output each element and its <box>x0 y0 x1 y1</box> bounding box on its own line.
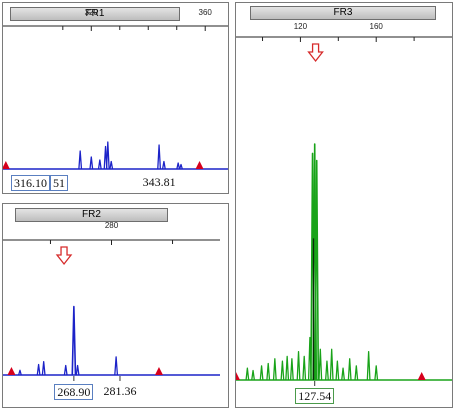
fr2-size-marker-icon <box>7 367 16 375</box>
fr1-peak <box>105 141 110 170</box>
fr3-electropherogram: 120 160 <box>236 22 452 386</box>
fr2-electropherogram: 280 <box>3 221 220 381</box>
fr1-peak <box>157 144 162 170</box>
fr3-tick-label: 160 <box>370 22 384 31</box>
fr2-size-marker-icon <box>154 367 163 375</box>
fr3-peak <box>302 355 307 381</box>
fr3-peak <box>296 351 301 381</box>
fr3-size-marker-icon <box>417 372 426 380</box>
fr3-peak <box>324 360 329 381</box>
fr3-size-marker-icon <box>236 372 240 380</box>
fr3-peak <box>335 360 340 381</box>
fr3-peak <box>272 358 277 381</box>
fr3-peak <box>285 355 290 381</box>
fr3-peak <box>266 362 271 381</box>
fr2-size-label: 281.36 <box>103 384 137 398</box>
fr3-peak <box>314 159 320 381</box>
fr2-peak <box>18 369 22 376</box>
fr1-size-label: 316.10 <box>11 175 50 191</box>
fr1-size-label: 51 <box>50 175 68 191</box>
fr1-peak <box>89 156 94 170</box>
fr1-size-marker-icon <box>3 161 10 169</box>
fr2-title: FR2 <box>15 208 168 222</box>
fr2-tick-label: 280 <box>105 221 119 230</box>
fr3-tick-label: 120 <box>294 22 308 31</box>
fr3-peak <box>280 360 285 381</box>
fr2-peak <box>75 364 80 376</box>
fr1-peak <box>97 159 102 170</box>
fr3-peak <box>374 365 379 381</box>
fr2-size-label: 268.90 <box>54 384 94 400</box>
fr1-peak <box>179 163 183 170</box>
fr1-peak <box>176 162 181 170</box>
fr2-peak <box>71 305 77 376</box>
fr3-peak <box>318 348 323 381</box>
fr2-peak <box>114 356 119 376</box>
fr3-peak <box>259 365 264 381</box>
fr3-down-arrow-icon <box>307 43 324 63</box>
fr1-title: FR1 <box>10 7 180 21</box>
fr1-panel: FR1 320 360 316.10 51 343.81 <box>2 2 229 194</box>
fr3-peak <box>329 348 334 381</box>
fr1-size-marker-icon <box>195 161 204 169</box>
fr1-peak <box>78 150 83 170</box>
fr2-peak <box>41 361 46 376</box>
fr3-size-label: 127.54 <box>295 388 335 404</box>
fr3-peak <box>354 365 359 381</box>
fr3-peak <box>251 369 255 381</box>
fr2-peak <box>36 363 41 376</box>
fr3-peak <box>341 367 345 381</box>
fr3-panel: FR3 120 160 127.54 <box>235 2 453 408</box>
fr1-tick-label: 360 <box>199 8 213 17</box>
fr1-tick-label: 320 <box>85 8 99 17</box>
fr1-peak <box>161 160 166 170</box>
fr3-title: FR3 <box>250 6 436 20</box>
fr3-peak <box>289 358 294 381</box>
fr3-peak <box>245 367 250 381</box>
fr2-panel: FR2 280 268.90 281.36 <box>2 203 229 408</box>
fr1-electropherogram: 320 360 <box>3 8 228 170</box>
fr3-peak <box>366 351 371 381</box>
fr2-peak <box>63 364 68 376</box>
fr1-peak <box>109 160 114 170</box>
fr3-peak <box>347 358 352 381</box>
fr1-size-label: 343.81 <box>142 175 176 189</box>
fr2-down-arrow-icon <box>55 246 73 266</box>
